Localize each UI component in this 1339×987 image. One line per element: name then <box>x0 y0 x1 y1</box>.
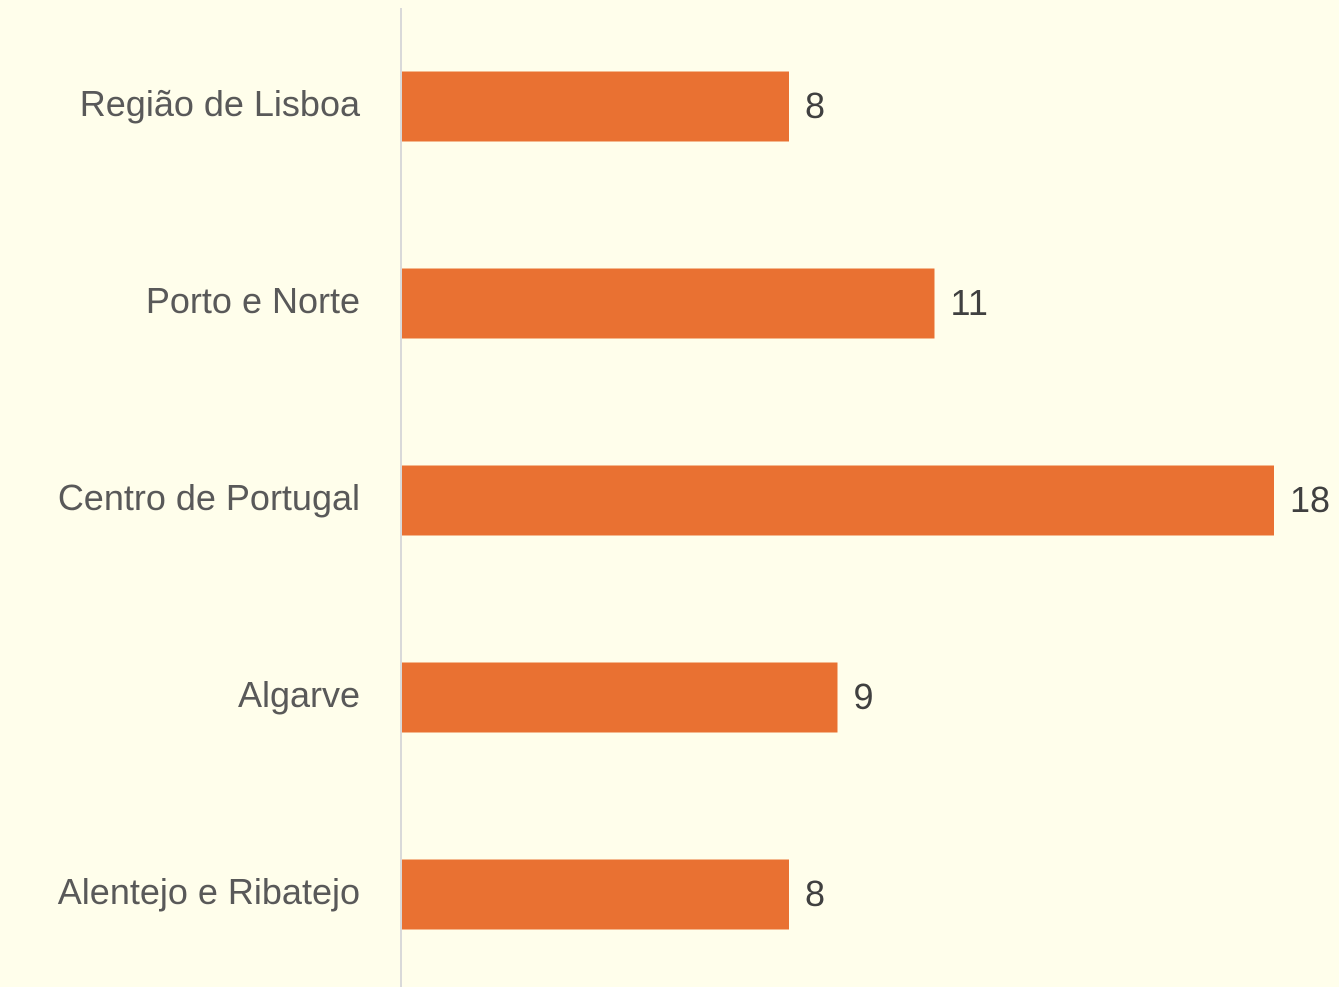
y-tick-label: Algarve <box>238 674 360 715</box>
data-label: 8 <box>805 85 825 126</box>
bar <box>401 662 838 733</box>
data-label: 8 <box>805 873 825 914</box>
data-label: 11 <box>951 282 988 323</box>
bar <box>401 71 789 142</box>
y-tick-label: Região de Lisboa <box>80 83 361 124</box>
bar <box>401 859 789 930</box>
data-label: 18 <box>1290 479 1330 520</box>
bar <box>401 268 935 339</box>
data-label: 9 <box>854 676 874 717</box>
y-tick-label: Porto e Norte <box>146 280 360 321</box>
y-tick-label: Centro de Portugal <box>58 477 360 518</box>
y-tick-label: Alentejo e Ribatejo <box>58 871 360 912</box>
bar <box>401 465 1274 536</box>
